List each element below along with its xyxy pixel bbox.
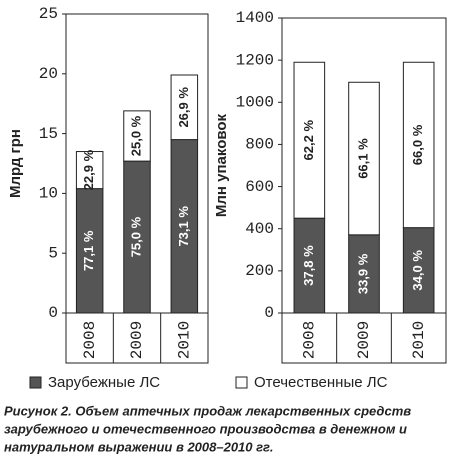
bar-segment — [293, 61, 326, 219]
legend-swatch — [29, 376, 42, 389]
bar-segment — [170, 74, 199, 141]
share-label: 25,0 % — [128, 115, 143, 156]
share-label: 62,2 % — [301, 120, 316, 161]
y-tick-label: 1400 — [236, 9, 274, 27]
bar-segment — [348, 234, 380, 314]
y-tick-label: 20 — [39, 65, 58, 83]
bar-segment — [293, 217, 326, 314]
share-label: 37,8 % — [301, 245, 316, 286]
x-tick-label: 2009 — [128, 321, 146, 359]
y-tick-label: 1200 — [236, 51, 274, 69]
y-tick-label: 600 — [245, 178, 274, 196]
y-tick-label: 1000 — [236, 94, 274, 112]
share-label: 26,9 % — [176, 87, 191, 128]
x-tick-label: 2010 — [176, 321, 194, 359]
legend-label: Отечественные ЛС — [254, 374, 388, 391]
bar-segment — [402, 227, 435, 314]
caption-line: зарубежного и отечественного производств… — [4, 421, 407, 436]
x-tick-label: 2008 — [81, 321, 99, 359]
plot-frame — [65, 13, 209, 364]
bar-segment — [123, 160, 151, 314]
y-tick-label: 400 — [245, 220, 274, 238]
legend-label: Зарубежные ЛС — [48, 374, 160, 391]
share-label: 66,1 % — [355, 138, 370, 179]
y-tick-label: 0 — [264, 304, 274, 322]
y-axis-title: Млрд грн — [7, 129, 24, 198]
y-tick-label: 25 — [39, 5, 58, 23]
y-tick-label: 5 — [48, 244, 58, 262]
y-tick-label: 10 — [39, 185, 58, 203]
share-label: 34,0 % — [410, 250, 425, 291]
bar-segment — [75, 151, 104, 190]
bar-segment — [123, 110, 151, 162]
x-tick-label: 2008 — [301, 321, 319, 359]
x-tick-label: 2010 — [410, 321, 428, 359]
y-tick-label: 0 — [48, 304, 58, 322]
bar-segment — [348, 81, 380, 236]
bar-segment — [402, 61, 435, 229]
caption-line: натуральном выражении в 2008–2010 гг. — [4, 439, 273, 454]
y-tick-label: 800 — [245, 136, 274, 154]
bar-segment — [170, 139, 199, 314]
x-tick-label: 2009 — [355, 321, 373, 359]
y-axis-title: Млн упаковок — [213, 113, 230, 217]
y-tick-label: 15 — [39, 125, 58, 143]
legend-swatch — [235, 376, 248, 389]
caption-line: Рисунок 2. Объем аптечных продаж лекарст… — [4, 403, 411, 418]
share-label: 77,1 % — [81, 230, 96, 271]
share-label: 33,9 % — [355, 253, 370, 294]
share-label: 66,0 % — [410, 124, 425, 165]
share-label: 22,9 % — [81, 149, 96, 190]
share-label: 73,1 % — [176, 206, 191, 247]
plot-frame — [281, 17, 447, 364]
share-label: 75,0 % — [128, 216, 143, 257]
y-tick-label: 200 — [245, 262, 274, 280]
